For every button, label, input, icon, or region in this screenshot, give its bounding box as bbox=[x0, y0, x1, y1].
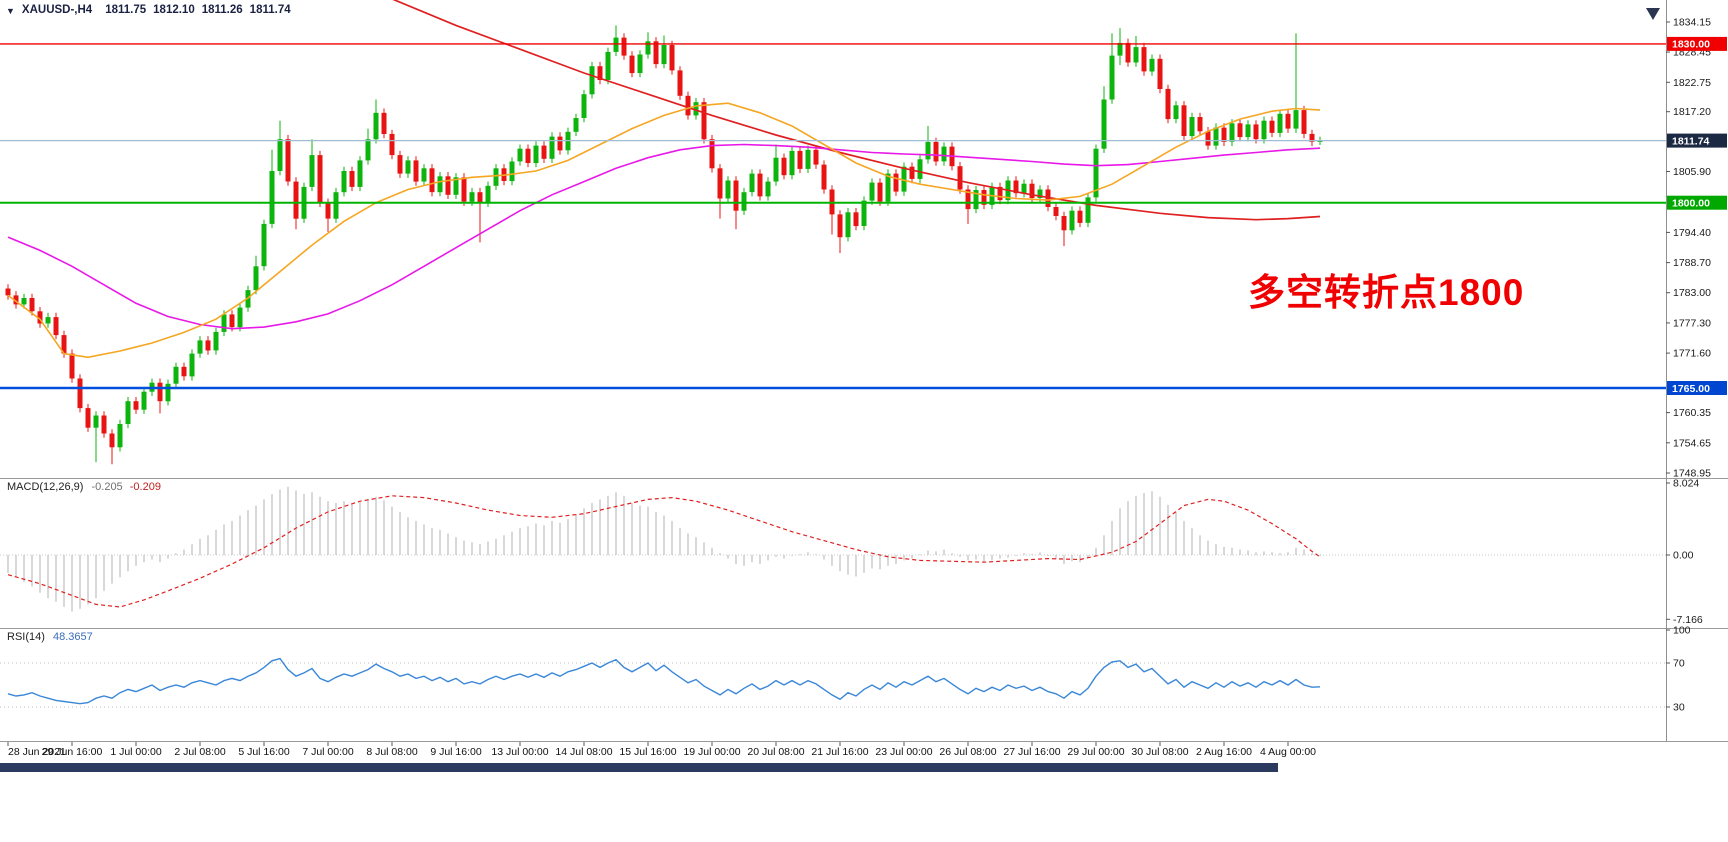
svg-text:2 Jul 08:00: 2 Jul 08:00 bbox=[174, 746, 226, 758]
horizontal-lines-layer[interactable] bbox=[0, 43, 1666, 390]
svg-text:29 Jun 16:00: 29 Jun 16:00 bbox=[42, 746, 103, 758]
svg-text:1 Jul 00:00: 1 Jul 00:00 bbox=[110, 746, 162, 758]
svg-text:9 Jul 16:00: 9 Jul 16:00 bbox=[430, 746, 482, 758]
svg-text:2 Aug 16:00: 2 Aug 16:00 bbox=[1196, 746, 1252, 758]
svg-text:1777.30: 1777.30 bbox=[1673, 317, 1711, 329]
quote-low: 1811.26 bbox=[201, 4, 243, 16]
quote-close: 1811.74 bbox=[249, 4, 291, 16]
svg-text:1805.90: 1805.90 bbox=[1673, 166, 1711, 178]
svg-text:29 Jul 00:00: 29 Jul 00:00 bbox=[1067, 746, 1124, 758]
svg-text:1765.00: 1765.00 bbox=[1672, 383, 1710, 395]
svg-text:100: 100 bbox=[1673, 625, 1691, 637]
svg-text:20 Jul 08:00: 20 Jul 08:00 bbox=[747, 746, 804, 758]
chart-canvas[interactable]: 1834.151828.451822.751817.201805.901794.… bbox=[0, 0, 1728, 762]
svg-text:8 Jul 08:00: 8 Jul 08:00 bbox=[366, 746, 418, 758]
svg-text:23 Jul 00:00: 23 Jul 00:00 bbox=[875, 746, 932, 758]
price-badge bbox=[1667, 133, 1727, 148]
symbol-info-bar: ▼ XAUUSD-,H4 1811.75 1812.10 1811.26 181… bbox=[6, 4, 291, 16]
chart-annotation-text: 多空转折点1800 bbox=[1248, 272, 1525, 313]
svg-text:1760.35: 1760.35 bbox=[1673, 407, 1711, 419]
svg-text:1834.15: 1834.15 bbox=[1673, 16, 1711, 28]
svg-text:1754.65: 1754.65 bbox=[1673, 437, 1711, 449]
svg-text:1800.00: 1800.00 bbox=[1672, 198, 1710, 210]
macd-signal-line bbox=[7, 495, 1321, 608]
svg-text:1822.75: 1822.75 bbox=[1673, 77, 1711, 89]
ma-lines-layer bbox=[7, 0, 1321, 359]
bottom-bar bbox=[0, 763, 1278, 772]
ma-red-line bbox=[392, 0, 1321, 221]
svg-text:70: 70 bbox=[1673, 658, 1685, 670]
price-badge bbox=[1667, 36, 1727, 51]
svg-text:1817.20: 1817.20 bbox=[1673, 106, 1711, 118]
svg-text:0.00: 0.00 bbox=[1673, 550, 1694, 562]
svg-text:1771.60: 1771.60 bbox=[1673, 348, 1711, 360]
svg-text:1788.70: 1788.70 bbox=[1673, 257, 1711, 269]
ma-magenta-line bbox=[7, 143, 1321, 330]
svg-text:13 Jul 00:00: 13 Jul 00:00 bbox=[491, 746, 548, 758]
macd-main-value: -0.205 bbox=[91, 481, 123, 493]
rsi-indicator-label: RSI(14) 48.3657 bbox=[7, 631, 93, 643]
svg-text:8.024: 8.024 bbox=[1673, 478, 1699, 490]
chart-shift-marker[interactable] bbox=[1646, 8, 1660, 20]
svg-text:1794.40: 1794.40 bbox=[1673, 227, 1711, 239]
symbol-dropdown-icon[interactable]: ▼ bbox=[6, 5, 15, 16]
svg-text:1830.00: 1830.00 bbox=[1672, 39, 1710, 51]
rsi-label-text: RSI(14) bbox=[7, 631, 45, 643]
svg-text:-7.166: -7.166 bbox=[1673, 614, 1703, 626]
svg-text:27 Jul 16:00: 27 Jul 16:00 bbox=[1003, 746, 1060, 758]
rsi-line bbox=[7, 657, 1321, 705]
svg-text:1811.74: 1811.74 bbox=[1672, 135, 1710, 147]
svg-text:30 Jul 08:00: 30 Jul 08:00 bbox=[1131, 746, 1188, 758]
symbol-timeframe-label: XAUUSD-,H4 bbox=[21, 4, 93, 16]
ma-orange-line bbox=[7, 102, 1321, 359]
svg-text:28 Jun 2021: 28 Jun 2021 bbox=[8, 746, 66, 758]
macd-label-text: MACD(12,26,9) bbox=[7, 481, 84, 493]
macd-histogram-layer bbox=[7, 486, 1321, 612]
svg-text:7 Jul 00:00: 7 Jul 00:00 bbox=[302, 746, 354, 758]
quote-high: 1812.10 bbox=[153, 4, 195, 16]
price-badge bbox=[1667, 381, 1727, 395]
svg-text:1783.00: 1783.00 bbox=[1673, 287, 1711, 299]
price-axis[interactable]: 1834.151828.451822.751817.201805.901794.… bbox=[1666, 0, 1727, 741]
svg-text:5 Jul 16:00: 5 Jul 16:00 bbox=[238, 746, 290, 758]
rsi-value: 48.3657 bbox=[52, 631, 93, 643]
svg-text:15 Jul 16:00: 15 Jul 16:00 bbox=[619, 746, 676, 758]
svg-text:14 Jul 08:00: 14 Jul 08:00 bbox=[555, 746, 612, 758]
macd-indicator-label: MACD(12,26,9) -0.205 -0.209 bbox=[7, 481, 161, 493]
svg-text:1748.95: 1748.95 bbox=[1673, 467, 1711, 479]
macd-signal-value: -0.209 bbox=[129, 481, 161, 493]
candles-layer bbox=[5, 25, 1323, 465]
quote-open: 1811.75 bbox=[105, 4, 147, 16]
svg-text:30: 30 bbox=[1673, 702, 1685, 714]
svg-text:4 Aug 00:00: 4 Aug 00:00 bbox=[1260, 746, 1316, 758]
svg-text:21 Jul 16:00: 21 Jul 16:00 bbox=[811, 746, 868, 758]
svg-text:26 Jul 08:00: 26 Jul 08:00 bbox=[939, 746, 996, 758]
price-badge bbox=[1667, 195, 1727, 210]
svg-text:19 Jul 00:00: 19 Jul 00:00 bbox=[683, 746, 740, 758]
